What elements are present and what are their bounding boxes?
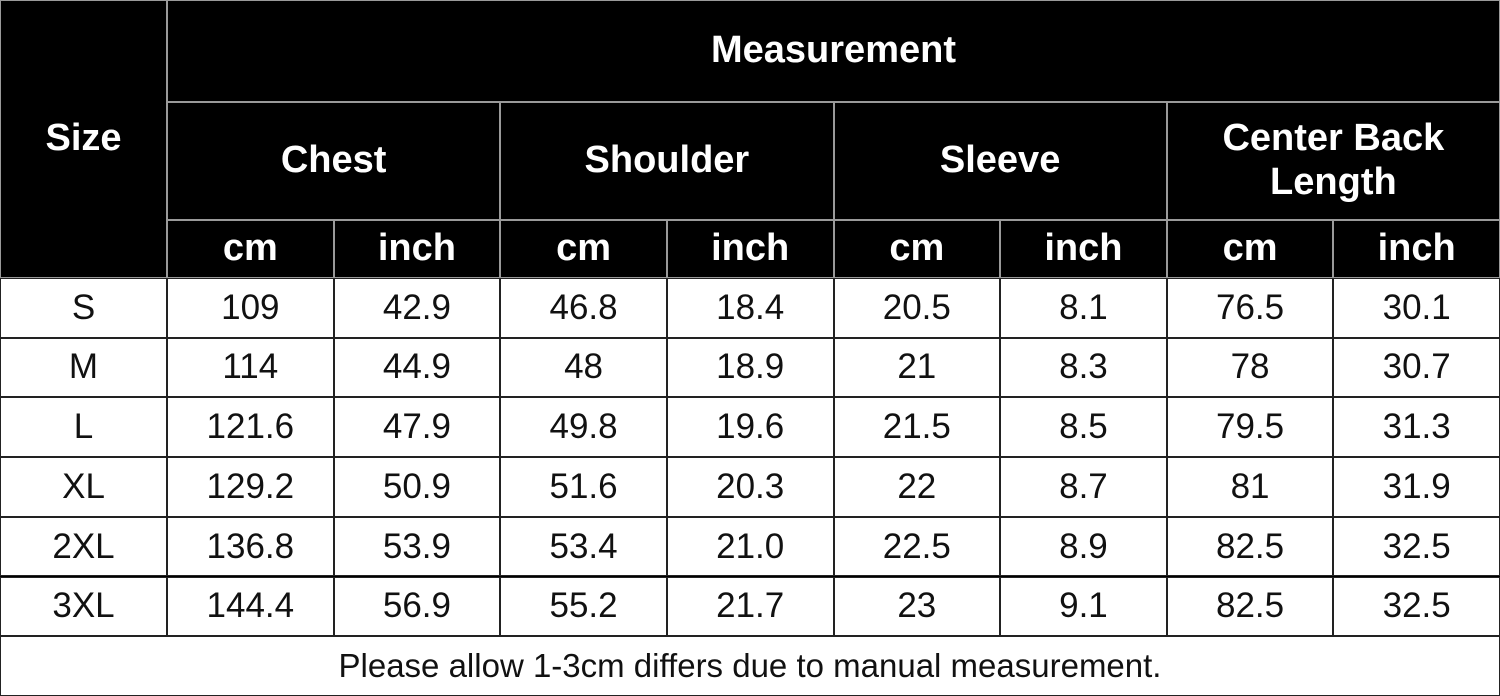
value-cell: 21.5 [833, 397, 1001, 458]
value-cell: 51.6 [500, 457, 667, 517]
value-cell: 50.9 [333, 457, 501, 517]
value-cell: 20.3 [666, 457, 834, 517]
value-cell: 49.8 [500, 397, 667, 458]
value-cell: 81 [1166, 457, 1334, 517]
group-header: Sleeve [833, 102, 1167, 220]
value-cell: 31.3 [1333, 397, 1500, 458]
footer-note: Please allow 1-3cm differs due to manual… [0, 636, 1500, 696]
unit-header: cm [500, 220, 667, 278]
value-cell: 76.5 [1166, 278, 1334, 338]
value-cell: 56.9 [333, 576, 501, 637]
value-cell: 53.4 [500, 516, 667, 577]
value-cell: 8.1 [1000, 278, 1167, 338]
unit-header: inch [333, 220, 501, 278]
group-header: Chest [167, 102, 501, 220]
value-cell: 18.4 [666, 278, 834, 338]
value-cell: 21.0 [666, 516, 834, 577]
size-cell: L [0, 397, 167, 458]
value-cell: 136.8 [167, 516, 334, 577]
value-cell: 22 [833, 457, 1001, 517]
value-cell: 82.5 [1166, 516, 1334, 577]
value-cell: 46.8 [500, 278, 667, 338]
value-cell: 20.5 [833, 278, 1001, 338]
value-cell: 19.6 [666, 397, 834, 458]
value-cell: 121.6 [167, 397, 334, 458]
measurement-header: Measurement [167, 0, 1500, 102]
value-cell: 55.2 [500, 576, 667, 637]
value-cell: 78 [1166, 337, 1334, 398]
value-cell: 18.9 [666, 337, 834, 398]
unit-header: inch [1000, 220, 1167, 278]
size-cell: 2XL [0, 516, 167, 577]
value-cell: 8.5 [1000, 397, 1167, 458]
value-cell: 44.9 [333, 337, 501, 398]
value-cell: 48 [500, 337, 667, 398]
size-cell: 3XL [0, 576, 167, 637]
value-cell: 8.3 [1000, 337, 1167, 398]
value-cell: 114 [167, 337, 334, 398]
unit-header: inch [1333, 220, 1500, 278]
group-header: Center Back Length [1166, 102, 1500, 220]
unit-header: cm [833, 220, 1001, 278]
value-cell: 31.9 [1333, 457, 1500, 517]
value-cell: 9.1 [1000, 576, 1167, 637]
value-cell: 144.4 [167, 576, 334, 637]
value-cell: 32.5 [1333, 576, 1500, 637]
value-cell: 21 [833, 337, 1001, 398]
value-cell: 109 [167, 278, 334, 338]
size-cell: XL [0, 457, 167, 517]
size-cell: M [0, 337, 167, 398]
unit-header: cm [167, 220, 334, 278]
size-cell: S [0, 278, 167, 338]
value-cell: 8.9 [1000, 516, 1167, 577]
value-cell: 21.7 [666, 576, 834, 637]
size-header: Size [0, 0, 167, 278]
value-cell: 30.1 [1333, 278, 1500, 338]
value-cell: 79.5 [1166, 397, 1334, 458]
value-cell: 22.5 [833, 516, 1001, 577]
value-cell: 42.9 [333, 278, 501, 338]
group-header: Shoulder [500, 102, 834, 220]
value-cell: 129.2 [167, 457, 334, 517]
value-cell: 32.5 [1333, 516, 1500, 577]
unit-header: inch [666, 220, 834, 278]
value-cell: 8.7 [1000, 457, 1167, 517]
value-cell: 82.5 [1166, 576, 1334, 637]
value-cell: 47.9 [333, 397, 501, 458]
value-cell: 53.9 [333, 516, 501, 577]
unit-header: cm [1166, 220, 1334, 278]
value-cell: 23 [833, 576, 1001, 637]
value-cell: 30.7 [1333, 337, 1500, 398]
